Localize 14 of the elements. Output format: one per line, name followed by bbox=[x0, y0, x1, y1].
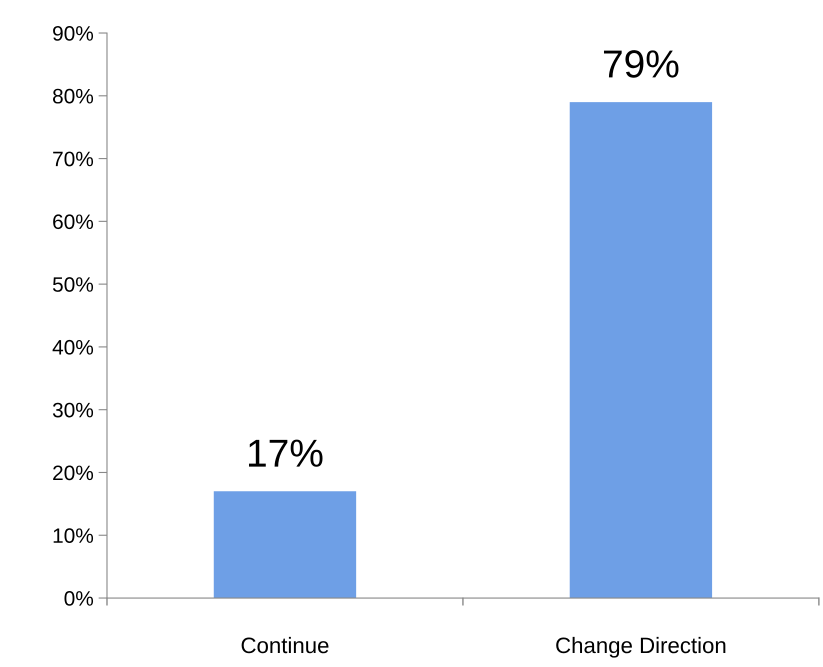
y-tick-label: 0% bbox=[64, 591, 94, 606]
y-tick-label: 40% bbox=[52, 340, 94, 355]
y-tick-label: 20% bbox=[53, 465, 94, 480]
data-label: 17% bbox=[249, 440, 322, 467]
y-tick-label: 30% bbox=[52, 402, 94, 418]
y-tick-label: 10% bbox=[54, 528, 94, 544]
y-tick-label: 50% bbox=[52, 277, 94, 292]
data-label: 79% bbox=[604, 50, 678, 78]
y-tick-label: 70% bbox=[53, 152, 94, 166]
x-tick-label: Change Direction bbox=[556, 636, 726, 658]
y-tick-label: 90% bbox=[53, 26, 94, 41]
y-tick-label: 80% bbox=[53, 88, 94, 104]
x-tick-label: Continue bbox=[242, 636, 328, 654]
y-tick-label: 60% bbox=[53, 214, 94, 230]
